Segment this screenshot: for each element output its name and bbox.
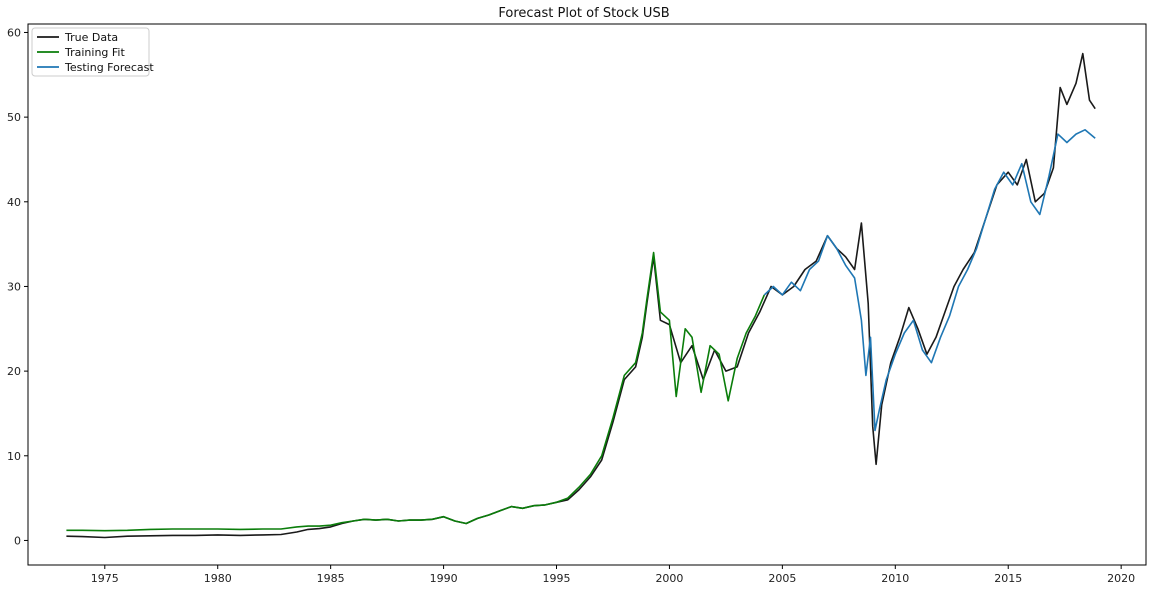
y-tick-label: 60 [7, 26, 21, 39]
y-tick-label: 30 [7, 280, 21, 293]
y-tick-label: 40 [7, 196, 21, 209]
axes-frame [27, 23, 1147, 566]
legend: True Data Training Fit Testing Forecast [31, 27, 154, 77]
legend-entry: True Data [64, 31, 118, 44]
chart-title: Forecast Plot of Stock USB [498, 6, 669, 21]
x-tick-label: 2005 [768, 572, 796, 585]
x-tick-label: 1985 [317, 572, 345, 585]
x-tick-label: 2000 [655, 572, 683, 585]
series-line-training-fit [66, 251, 766, 532]
series-lines [66, 52, 1096, 539]
y-tick-label: 50 [7, 111, 21, 124]
legend-entry: Testing Forecast [64, 61, 154, 74]
x-tick-label: 2010 [881, 572, 909, 585]
x-tick-label: 1975 [91, 572, 119, 585]
x-tick-label: 1990 [430, 572, 458, 585]
legend-box [31, 27, 150, 77]
x-tick-label: 1980 [204, 572, 232, 585]
legend-entry: Training Fit [64, 46, 125, 59]
x-tick-label: 2015 [994, 572, 1022, 585]
plot-area [27, 23, 1147, 566]
y-tick-label: 10 [7, 450, 21, 463]
x-axis: 1975 1980 1985 1990 1995 2000 2005 2010 2015 2020 [91, 565, 1135, 585]
y-tick-label: 0 [14, 534, 21, 547]
x-tick-label: 2020 [1107, 572, 1135, 585]
y-tick-label: 20 [7, 365, 21, 378]
x-tick-label: 1995 [543, 572, 571, 585]
y-axis: 0 10 20 30 40 50 60 [7, 26, 28, 547]
series-line-testing-forecast [763, 129, 1096, 432]
